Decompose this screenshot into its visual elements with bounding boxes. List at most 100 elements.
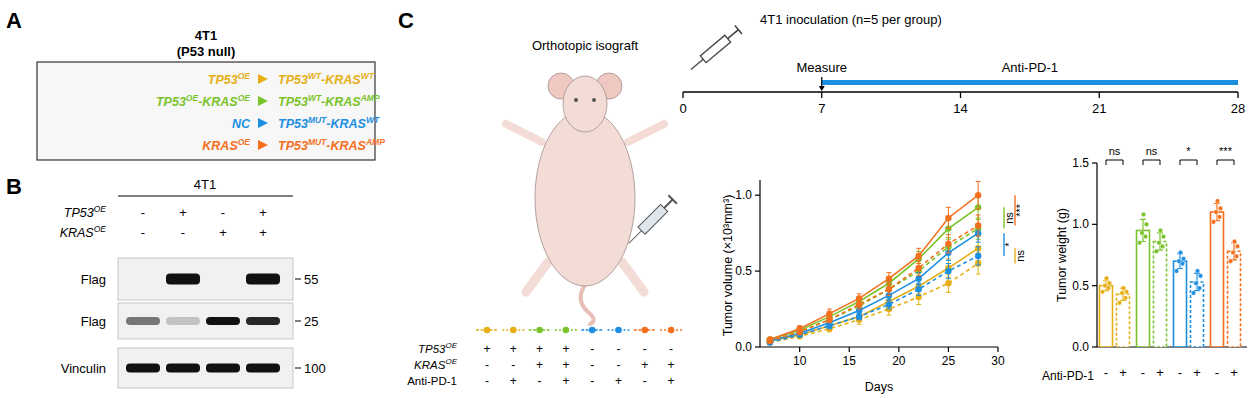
label-text: -KRAS <box>321 95 361 109</box>
label-text: KRAS <box>202 139 238 153</box>
group-marker <box>536 327 543 334</box>
bar <box>1228 251 1241 347</box>
series-line <box>770 229 978 341</box>
group-value: + <box>562 358 569 372</box>
replicate-point <box>1181 256 1186 261</box>
panel-title: 4T1 <box>194 177 216 192</box>
significance-bracket <box>1180 160 1197 165</box>
label-text: -KRAS <box>326 117 366 131</box>
y-tick <box>1092 285 1097 286</box>
y-tick-label: 0.5 <box>1072 279 1089 293</box>
label-text: TP53 <box>418 343 446 355</box>
error-bar <box>827 317 832 323</box>
data-point <box>945 215 951 221</box>
y-tick <box>1092 224 1097 225</box>
label-text: TP53 <box>278 117 308 131</box>
replicate-point <box>1198 274 1203 279</box>
y-tick-label: 1.0 <box>735 188 752 202</box>
replicate-point <box>1228 259 1233 264</box>
band <box>166 317 200 325</box>
label-superscript: WT <box>308 71 322 81</box>
condition-value: - <box>141 205 145 220</box>
data-point <box>945 280 951 286</box>
replicate-point <box>1160 244 1165 249</box>
label-text: TP53 <box>278 95 308 109</box>
size-marker: 25 <box>304 314 318 329</box>
error-bar <box>857 300 862 309</box>
x-tick-label: - <box>1141 365 1145 380</box>
label-superscript: OE <box>94 224 107 234</box>
series-line <box>770 226 978 341</box>
series-line <box>770 256 978 343</box>
blot-label: Vinculin <box>61 361 106 376</box>
syringe-needle <box>629 231 642 244</box>
error-bar <box>827 323 832 329</box>
label-superscript: AMP <box>360 93 380 103</box>
mouse-eye <box>574 98 578 102</box>
x-tick-label: 30 <box>991 354 1005 368</box>
x-tick-label: + <box>1156 365 1164 380</box>
condition-value: + <box>259 205 267 220</box>
bar-chart: 0.00.51.01.5Tumor weight (g)Anti-PD-1-+-… <box>1042 145 1247 383</box>
data-point <box>767 338 773 344</box>
y-tick-label: 1.0 <box>1072 217 1089 231</box>
label-text: TP53 <box>278 73 308 87</box>
y-axis <box>1096 163 1097 347</box>
arrow <box>258 118 268 128</box>
band <box>166 274 200 285</box>
blot-membrane <box>118 258 293 300</box>
data-point <box>826 323 832 329</box>
data-point <box>945 268 951 274</box>
error-bar <box>827 317 832 323</box>
replicate-point <box>1174 269 1179 274</box>
genotype-label: TP53WT-KRASWT <box>278 71 375 87</box>
group-value: + <box>510 374 517 388</box>
error-bar <box>857 314 862 320</box>
significance-label: *** <box>1219 145 1233 157</box>
bar <box>1211 212 1224 347</box>
event-arrowhead <box>819 86 825 91</box>
mouse-leg <box>622 262 644 292</box>
group-marker <box>642 327 649 334</box>
series-line <box>770 195 978 339</box>
label-text: -KRAS <box>198 95 238 109</box>
data-point <box>826 310 832 316</box>
mouse-eye <box>592 98 596 102</box>
label-superscript: MUT <box>308 115 327 125</box>
replicate-point <box>1120 291 1125 296</box>
x-tick <box>799 347 800 352</box>
significance-label: ns <box>1014 250 1026 262</box>
x-axis-label: Anti-PD-1 <box>1042 369 1094 383</box>
replicate-point <box>1177 259 1182 264</box>
timeline-tick-label: 7 <box>818 101 825 116</box>
replicate-point <box>1123 296 1128 301</box>
error-bar <box>946 207 951 228</box>
data-point <box>856 301 862 307</box>
data-point <box>826 316 832 322</box>
panel-c-schematic: Orthotopic isograftTP53OE++++----KRASOE-… <box>407 38 682 388</box>
x-tick-label: + <box>1193 365 1201 380</box>
timeline-tick <box>682 92 683 98</box>
blot-label: Flag <box>81 314 106 329</box>
label-text: TP53 <box>208 73 238 87</box>
data-point <box>975 253 981 259</box>
significance-label: * <box>1003 242 1015 247</box>
y-tick <box>1092 346 1097 347</box>
replicate-point <box>1197 286 1202 291</box>
replicate-point <box>1141 212 1146 217</box>
genotype-label: TP53MUT-KRASWT <box>278 115 380 131</box>
panel-a: 4T1(P53 null)TP53OETP53WT-KRASWTTP53OE-K… <box>37 28 385 160</box>
timeline-tick-label: 14 <box>953 101 967 116</box>
panel-label: B <box>6 174 22 199</box>
x-tick-label: - <box>1215 365 1219 380</box>
band <box>206 274 240 285</box>
error-bar <box>797 329 802 335</box>
error-bar <box>886 300 891 309</box>
label-superscript: MUT <box>308 137 327 147</box>
error-bar <box>976 182 981 209</box>
data-point <box>915 253 921 259</box>
group-value: - <box>669 342 673 356</box>
y-tick-label: 0.5 <box>735 264 752 278</box>
group-value: - <box>511 358 515 372</box>
series-line <box>770 248 978 341</box>
